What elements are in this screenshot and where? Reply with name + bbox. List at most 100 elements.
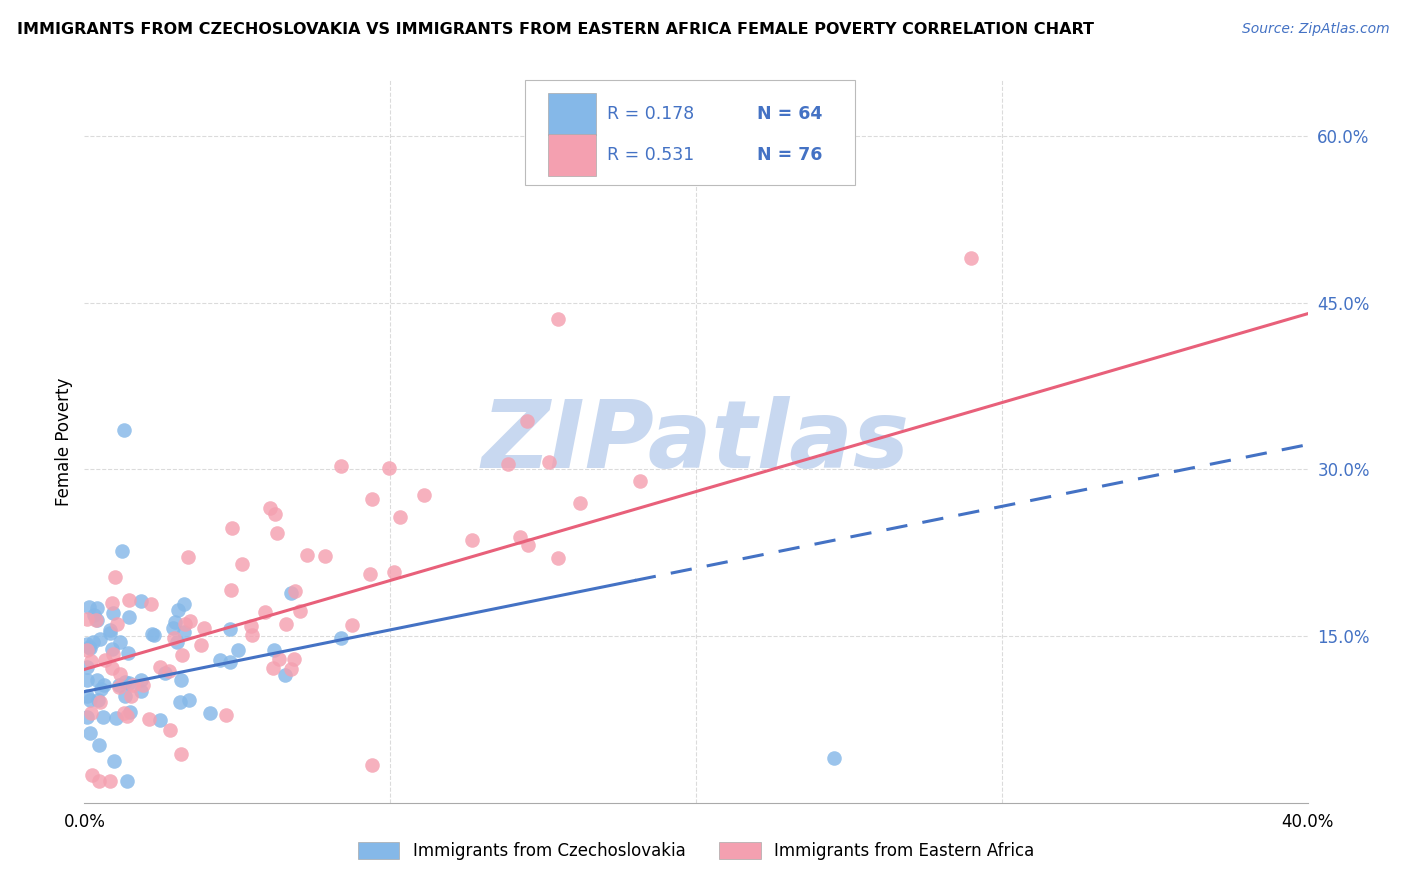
Point [131, 683, 153, 698]
Point [114, 689, 136, 703]
Point [108, 680, 131, 694]
Point [118, 610, 141, 624]
Point [93, 710, 115, 724]
Y-axis label: Female Poverty: Female Poverty [55, 377, 73, 506]
Point [165, 615, 187, 629]
Point [193, 621, 215, 635]
Point [104, 711, 127, 725]
Point [120, 706, 142, 720]
Point [132, 678, 155, 692]
Point [76, 673, 98, 687]
Point [163, 632, 186, 646]
Point [111, 543, 134, 558]
Point [80, 706, 103, 720]
Point [280, 662, 302, 676]
Point [360, 757, 382, 772]
Point [496, 457, 519, 471]
Point [103, 570, 125, 584]
Point [200, 706, 222, 720]
Point [340, 618, 363, 632]
Point [103, 754, 125, 768]
Point [94, 653, 117, 667]
Point [117, 773, 139, 788]
Point [117, 676, 139, 690]
Point [101, 596, 124, 610]
Point [98, 773, 121, 788]
Point [314, 549, 336, 563]
Point [76, 689, 98, 703]
Point [108, 666, 131, 681]
Point [159, 723, 181, 737]
Point [547, 312, 569, 326]
Point [90, 681, 112, 696]
Point [297, 549, 319, 563]
Point [142, 628, 165, 642]
Point [117, 646, 139, 660]
Point [149, 659, 172, 673]
Point [628, 474, 651, 488]
Point [190, 638, 212, 652]
Point [228, 643, 250, 657]
Point [103, 647, 125, 661]
Point [80, 768, 103, 782]
Point [169, 695, 191, 709]
Text: ZIPatlas: ZIPatlas [482, 395, 910, 488]
Point [89, 695, 111, 709]
Point [108, 635, 131, 649]
Point [170, 673, 193, 688]
Point [173, 624, 195, 639]
Point [155, 665, 177, 680]
Point [76, 612, 98, 626]
Point [108, 678, 131, 692]
Point [118, 593, 141, 607]
Point [79, 693, 101, 707]
Point [219, 622, 242, 636]
Point [77, 640, 100, 654]
Point [86, 673, 108, 687]
Point [517, 539, 540, 553]
Point [83, 608, 105, 623]
Point [823, 751, 845, 765]
Point [76, 660, 98, 674]
Text: IMMIGRANTS FROM CZECHOSLOVAKIA VS IMMIGRANTS FROM EASTERN AFRICA FEMALE POVERTY : IMMIGRANTS FROM CZECHOSLOVAKIA VS IMMIGR… [17, 22, 1094, 37]
Text: N = 76: N = 76 [758, 146, 823, 164]
Point [86, 613, 108, 627]
Point [638, 106, 661, 120]
Point [101, 642, 124, 657]
Point [284, 584, 307, 599]
Point [276, 617, 298, 632]
Point [87, 773, 110, 788]
Point [162, 621, 184, 635]
Point [263, 643, 285, 657]
Point [231, 557, 253, 571]
Point [288, 604, 311, 618]
Text: N = 64: N = 64 [758, 105, 823, 123]
Point [76, 637, 98, 651]
Point [179, 615, 201, 629]
Point [215, 708, 238, 723]
Point [330, 632, 353, 646]
Text: R = 0.178: R = 0.178 [606, 105, 695, 123]
FancyBboxPatch shape [548, 94, 596, 136]
FancyBboxPatch shape [524, 80, 855, 185]
Point [547, 550, 569, 565]
Point [166, 603, 188, 617]
Point [240, 628, 263, 642]
Point [141, 597, 163, 611]
FancyBboxPatch shape [548, 135, 596, 177]
Point [173, 597, 195, 611]
Point [89, 632, 111, 647]
Point [461, 533, 484, 547]
Point [173, 617, 195, 632]
Point [209, 653, 232, 667]
Point [79, 640, 101, 655]
Point [274, 667, 297, 681]
Point [538, 455, 561, 469]
Point [100, 624, 122, 638]
Point [389, 510, 412, 524]
Point [166, 634, 188, 648]
Point [177, 550, 200, 565]
Point [105, 617, 128, 632]
Point [170, 747, 193, 762]
Point [79, 654, 101, 668]
